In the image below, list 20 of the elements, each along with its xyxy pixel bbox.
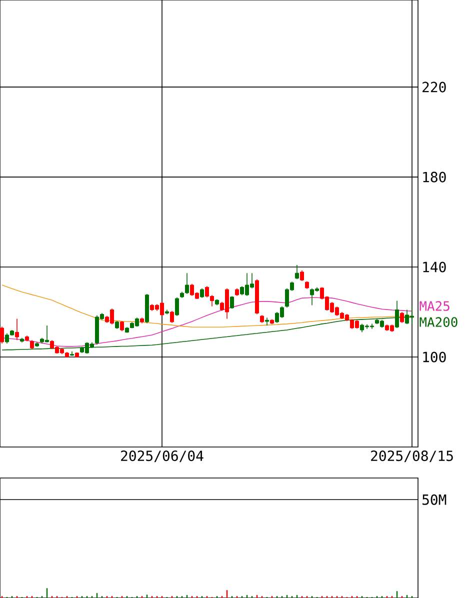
candlestick: [300, 270, 304, 282]
y-tick-label: 50M: [422, 494, 446, 505]
candlestick: [400, 312, 404, 324]
series-label: MA25: [420, 301, 450, 311]
candlestick: [265, 317, 270, 326]
candlestick: [0, 326, 4, 344]
candlestick: [170, 310, 174, 324]
candlestick: [120, 320, 124, 332]
candlestick: [200, 288, 204, 298]
candlestick: [295, 264, 300, 280]
x-tick-label: 2025/08/15: [371, 450, 453, 462]
candlestick: [185, 272, 190, 294]
y-tick-label: 180: [423, 172, 446, 182]
candlestick: [175, 296, 179, 316]
y-tick-label: 140: [423, 262, 446, 272]
y-tick-label: 220: [422, 82, 446, 92]
series-label: MA200: [420, 317, 458, 327]
x-tick-label: 2025/06/04: [121, 450, 204, 462]
candlestick: [15, 318, 19, 341]
y-tick-label: 100: [423, 352, 446, 362]
